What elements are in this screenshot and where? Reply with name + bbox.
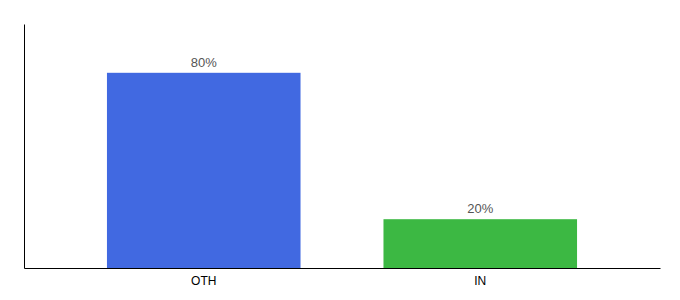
bars: [107, 73, 577, 268]
x-axis-line: [25, 268, 661, 269]
bar: [107, 73, 301, 268]
x-tick-label: OTH: [191, 274, 216, 288]
x-tick: IN: [474, 274, 486, 288]
plot-area: 80% 20% OTH IN: [25, 25, 661, 289]
bar: [383, 219, 577, 268]
x-tick-label: IN: [474, 274, 486, 288]
y-axis-line: [24, 25, 25, 269]
x-tick: OTH: [191, 274, 216, 288]
chart: 80% 20% OTH IN: [0, 0, 680, 300]
data-labels: 80% 20%: [191, 55, 494, 216]
x-axis: OTH IN: [25, 269, 661, 289]
y-axis: [24, 25, 25, 269]
data-label: 80%: [191, 55, 217, 70]
data-label: 20%: [467, 201, 493, 216]
